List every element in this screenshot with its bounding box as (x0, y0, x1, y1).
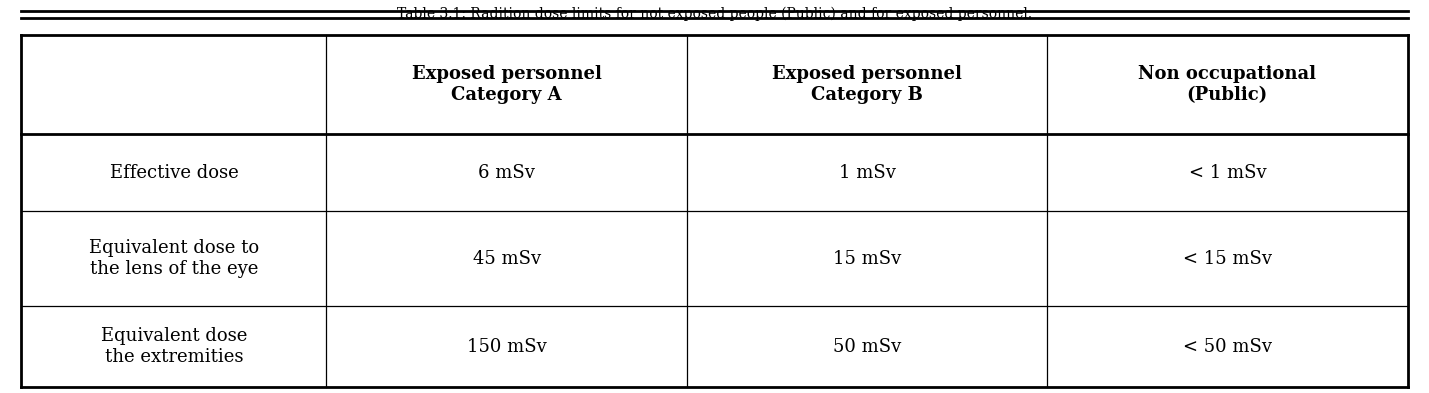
Text: 150 mSv: 150 mSv (467, 338, 546, 356)
Text: Exposed personnel
Category B: Exposed personnel Category B (772, 65, 962, 104)
Text: 1 mSv: 1 mSv (839, 163, 896, 182)
Text: Table 3.1: Radition dose limits for not exposed people (Public) and for exposed : Table 3.1: Radition dose limits for not … (397, 7, 1032, 21)
Text: Non occupational
(Public): Non occupational (Public) (1139, 65, 1316, 104)
Text: 15 mSv: 15 mSv (833, 250, 902, 268)
Text: Effective dose: Effective dose (110, 163, 239, 182)
Text: < 1 mSv: < 1 mSv (1189, 163, 1266, 182)
Text: 50 mSv: 50 mSv (833, 338, 902, 356)
Text: < 50 mSv: < 50 mSv (1183, 338, 1272, 356)
Text: Exposed personnel
Category A: Exposed personnel Category A (412, 65, 602, 104)
Text: 45 mSv: 45 mSv (473, 250, 540, 268)
Text: Equivalent dose to
the lens of the eye: Equivalent dose to the lens of the eye (89, 239, 259, 278)
Text: < 15 mSv: < 15 mSv (1183, 250, 1272, 268)
Text: Equivalent dose
the extremities: Equivalent dose the extremities (100, 327, 247, 366)
Text: 6 mSv: 6 mSv (479, 163, 534, 182)
